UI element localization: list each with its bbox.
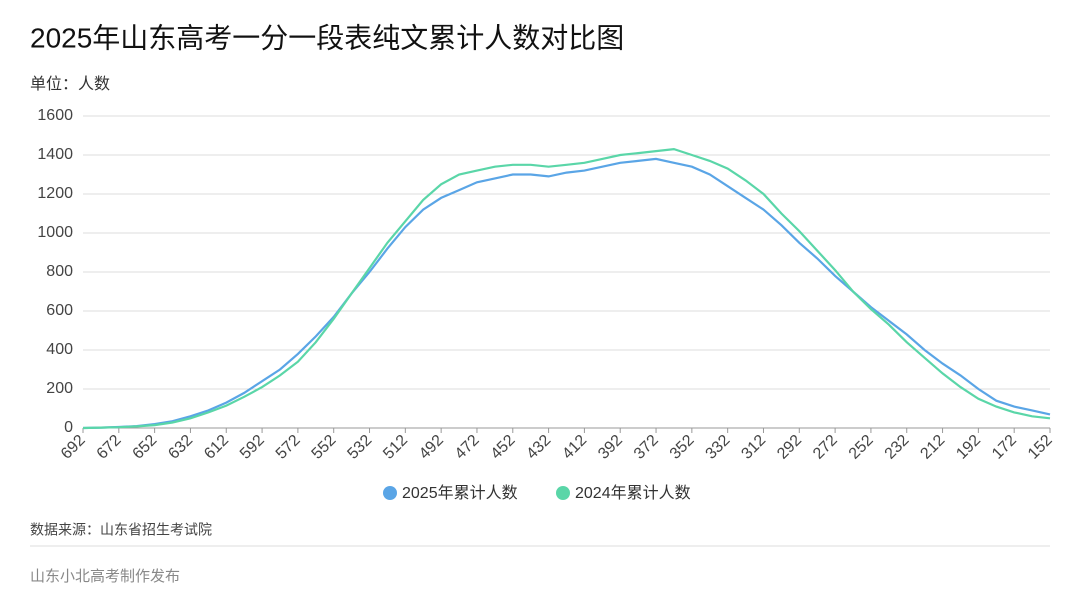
x-tick-label: 292	[774, 432, 805, 463]
x-tick-label: 392	[595, 432, 626, 463]
y-tick-label: 1600	[37, 107, 73, 124]
x-tick-label: 232	[882, 432, 913, 463]
x-tick-label: 352	[667, 432, 698, 463]
unit-label: 单位：人数	[30, 75, 110, 93]
x-tick-label: 472	[452, 432, 483, 463]
x-tick-label: 332	[703, 432, 734, 463]
series-line	[82, 147, 1051, 430]
y-tick-label: 600	[46, 302, 73, 319]
x-tick-label: 492	[416, 432, 447, 463]
x-tick-label: 172	[989, 432, 1020, 463]
legend-marker	[556, 486, 570, 500]
legend-label: 2025年累计人数	[402, 484, 518, 502]
x-tick-label: 272	[810, 432, 841, 463]
y-tick-label: 400	[46, 341, 73, 358]
chart-title: 2025年山东高考一分一段表纯文累计人数对比图	[30, 22, 624, 53]
credit: 山东小北高考制作发布	[30, 568, 180, 585]
y-tick-label: 1000	[37, 224, 73, 241]
y-tick-label: 1200	[37, 185, 73, 202]
x-tick-label: 672	[94, 432, 125, 463]
x-tick-label: 632	[165, 432, 196, 463]
y-tick-label: 0	[64, 419, 73, 436]
series-line	[82, 157, 1051, 430]
x-tick-label: 592	[237, 432, 268, 463]
y-tick-label: 1400	[37, 146, 73, 163]
x-tick-label: 432	[524, 432, 555, 463]
x-tick-label: 312	[738, 432, 769, 463]
source: 数据来源：山东省招生考试院	[30, 522, 212, 538]
x-tick-label: 452	[488, 432, 519, 463]
x-tick-label: 572	[273, 432, 304, 463]
y-tick-label: 200	[46, 380, 73, 397]
x-tick-label: 192	[953, 432, 984, 463]
x-tick-label: 612	[201, 432, 232, 463]
x-tick-label: 692	[58, 432, 89, 463]
legend-marker	[383, 486, 397, 500]
x-tick-label: 532	[344, 432, 375, 463]
x-tick-label: 252	[846, 432, 877, 463]
x-tick-label: 652	[130, 432, 161, 463]
x-tick-label: 412	[559, 432, 590, 463]
y-tick-label: 800	[46, 263, 73, 280]
x-tick-label: 512	[380, 432, 411, 463]
x-tick-label: 152	[1025, 432, 1056, 463]
x-tick-label: 372	[631, 432, 662, 463]
legend-label: 2024年累计人数	[575, 484, 691, 502]
x-tick-label: 552	[309, 432, 340, 463]
x-tick-label: 212	[917, 432, 948, 463]
